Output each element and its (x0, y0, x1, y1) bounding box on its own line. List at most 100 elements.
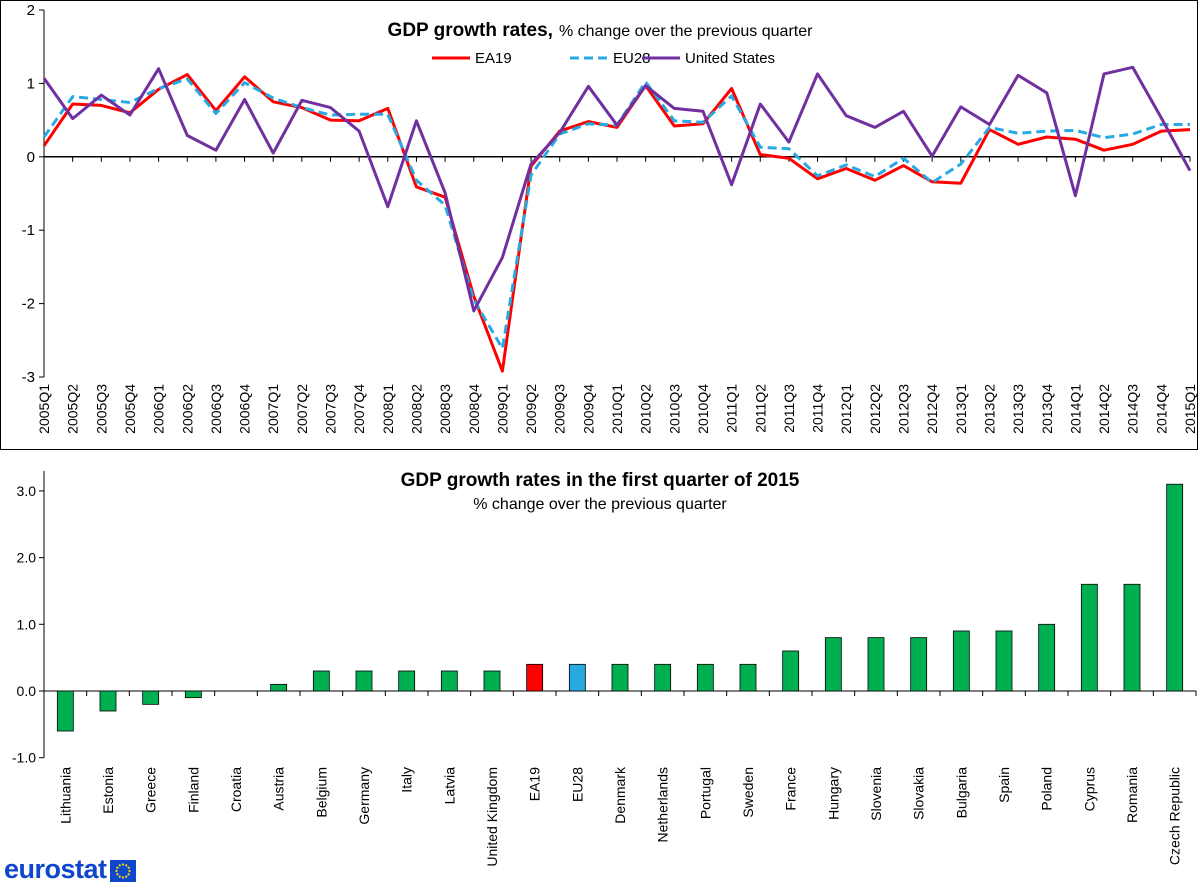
flag-star (115, 873, 119, 876)
bar-estonia (99, 690, 117, 712)
line-x-tick-label: 2013Q4 (1039, 384, 1055, 434)
line-chart-title: GDP growth rates, (388, 20, 553, 41)
legend-label: EU28 (613, 50, 651, 67)
line-x-tick-label: 2005Q1 (36, 384, 52, 434)
bar-x-tick-label: Slovakia (911, 767, 927, 820)
flag-star (118, 875, 121, 878)
line-y-tick-label: 1 (27, 75, 35, 92)
bar-x-tick-label: Cyprus (1081, 767, 1097, 811)
bar-x-tick-label: Slovenia (868, 767, 884, 821)
bar-x-tick-label: United Kingdom (484, 767, 500, 867)
bar-austria (270, 683, 288, 692)
line-x-tick-label: 2014Q2 (1096, 384, 1112, 434)
bar-chart-bars (56, 483, 1184, 732)
line-chart-subtitle: % change over the previous quarter (559, 23, 813, 40)
line-x-tick-label: 2011Q2 (752, 384, 768, 433)
eu-flag-icon (109, 860, 136, 882)
bar-spain (995, 630, 1013, 692)
bar-united-kingdom (483, 670, 501, 692)
bar-eu28 (568, 663, 586, 692)
eurostat-logo: eurostat (4, 852, 136, 886)
bar-finland (184, 690, 202, 699)
line-x-tick-label: 2007Q3 (323, 384, 339, 434)
bar-germany (355, 670, 373, 692)
bar-x-tick-label: Greece (143, 767, 159, 813)
bar-x-tick-label: Spain (996, 767, 1012, 803)
bar-lithuania (56, 690, 74, 732)
bar-x-tick-label: Portugal (697, 767, 713, 819)
eurostat-wordmark: eurostat (4, 853, 107, 884)
bar-y-tick-label: 3.0 (17, 483, 37, 499)
flag-star (127, 866, 130, 869)
bar-x-tick-label: Denmark (612, 766, 628, 824)
bar-x-tick-label: Hungary (825, 767, 841, 820)
bar-x-tick-label: Estonia (100, 767, 116, 814)
bar-czech-republic (1166, 483, 1184, 692)
bar-y-tick-label: -1.0 (12, 750, 36, 766)
line-chart-title-group: GDP growth rates, % change over the previ… (388, 20, 814, 41)
bar-portugal (696, 663, 714, 692)
line-x-tick-label: 2006Q3 (208, 384, 224, 434)
bar-x-tick-label: Croatia (228, 767, 244, 812)
bar-cyprus (1080, 583, 1098, 692)
flag-star (118, 864, 121, 867)
line-x-tick-label: 2012Q3 (896, 384, 912, 434)
bar-x-tick-label: EA19 (527, 767, 543, 801)
bar-x-tick-label: Romania (1124, 767, 1140, 823)
series-line-eu28 (42, 77, 1190, 350)
bar-chart-subtitle: % change over the previous quarter (473, 496, 727, 513)
line-y-tick-label: -3 (22, 369, 35, 386)
bar-france (782, 650, 800, 692)
flag-star (115, 866, 119, 869)
bar-x-tick-label: Latvia (441, 767, 457, 805)
line-x-tick-label: 2013Q1 (953, 384, 969, 434)
bar-greece (142, 690, 160, 705)
flag-star (124, 875, 127, 878)
bar-slovenia (867, 637, 885, 692)
line-x-tick-label: 2011Q1 (724, 384, 740, 433)
line-x-tick-label: 2009Q3 (552, 384, 568, 434)
line-x-tick-label: 2008Q3 (437, 384, 453, 434)
line-x-tick-label: 2007Q4 (351, 384, 367, 434)
line-x-tick-label: 2010Q1 (609, 384, 625, 434)
bar-hungary (824, 637, 842, 692)
line-x-tick-label: 2013Q3 (1010, 384, 1026, 434)
bar-chart-axes: 3.0 2.0 1.0 0.0 -1.0 Lithuania Estonia Greece Fi… (12, 470, 1197, 867)
flag-star (127, 869, 131, 873)
bar-italy (398, 670, 416, 692)
bar-x-tick-label: Belgium (313, 767, 329, 818)
flag-star (124, 864, 127, 867)
bar-x-tick-label: Austria (271, 767, 287, 811)
bar-x-tick-label: Sweden (740, 767, 756, 818)
bar-denmark (611, 663, 629, 692)
bar-x-tick-label: Bulgaria (953, 767, 969, 819)
line-x-tick-label: 2009Q2 (523, 384, 539, 434)
line-x-tick-label: 2005Q2 (65, 384, 81, 434)
line-y-tick-label: 0 (27, 149, 35, 166)
legend-label: EA19 (475, 50, 512, 67)
flag-star (114, 869, 118, 873)
line-x-tick-label: 2006Q4 (237, 384, 253, 434)
series-line-ea19 (42, 73, 1191, 373)
bar-y-tick-label: 0.0 (17, 683, 37, 699)
bar-x-tick-label: France (783, 767, 799, 811)
flag-star (127, 873, 130, 876)
bar-x-tick-label: Lithuania (57, 767, 73, 824)
line-x-tick-label: 2005Q3 (93, 384, 109, 434)
flag-star (121, 876, 124, 879)
line-x-tick-label: 2014Q4 (1153, 384, 1169, 434)
line-x-tick-label: 2007Q1 (265, 384, 281, 434)
bar-bulgaria (952, 630, 970, 692)
line-x-tick-label: 2006Q1 (151, 384, 167, 434)
bar-slovakia (910, 637, 928, 692)
bar-x-tick-label: Czech Republic (1167, 767, 1183, 865)
bar-x-tick-label: Germany (356, 767, 372, 825)
bar-y-tick-label: 2.0 (17, 550, 37, 566)
line-chart-series (42, 65, 1192, 373)
bar-latvia (440, 670, 458, 692)
bar-x-tick-label: Finland (185, 767, 201, 813)
series-line-united-states (42, 65, 1192, 313)
line-x-tick-label: 2009Q1 (494, 384, 510, 434)
